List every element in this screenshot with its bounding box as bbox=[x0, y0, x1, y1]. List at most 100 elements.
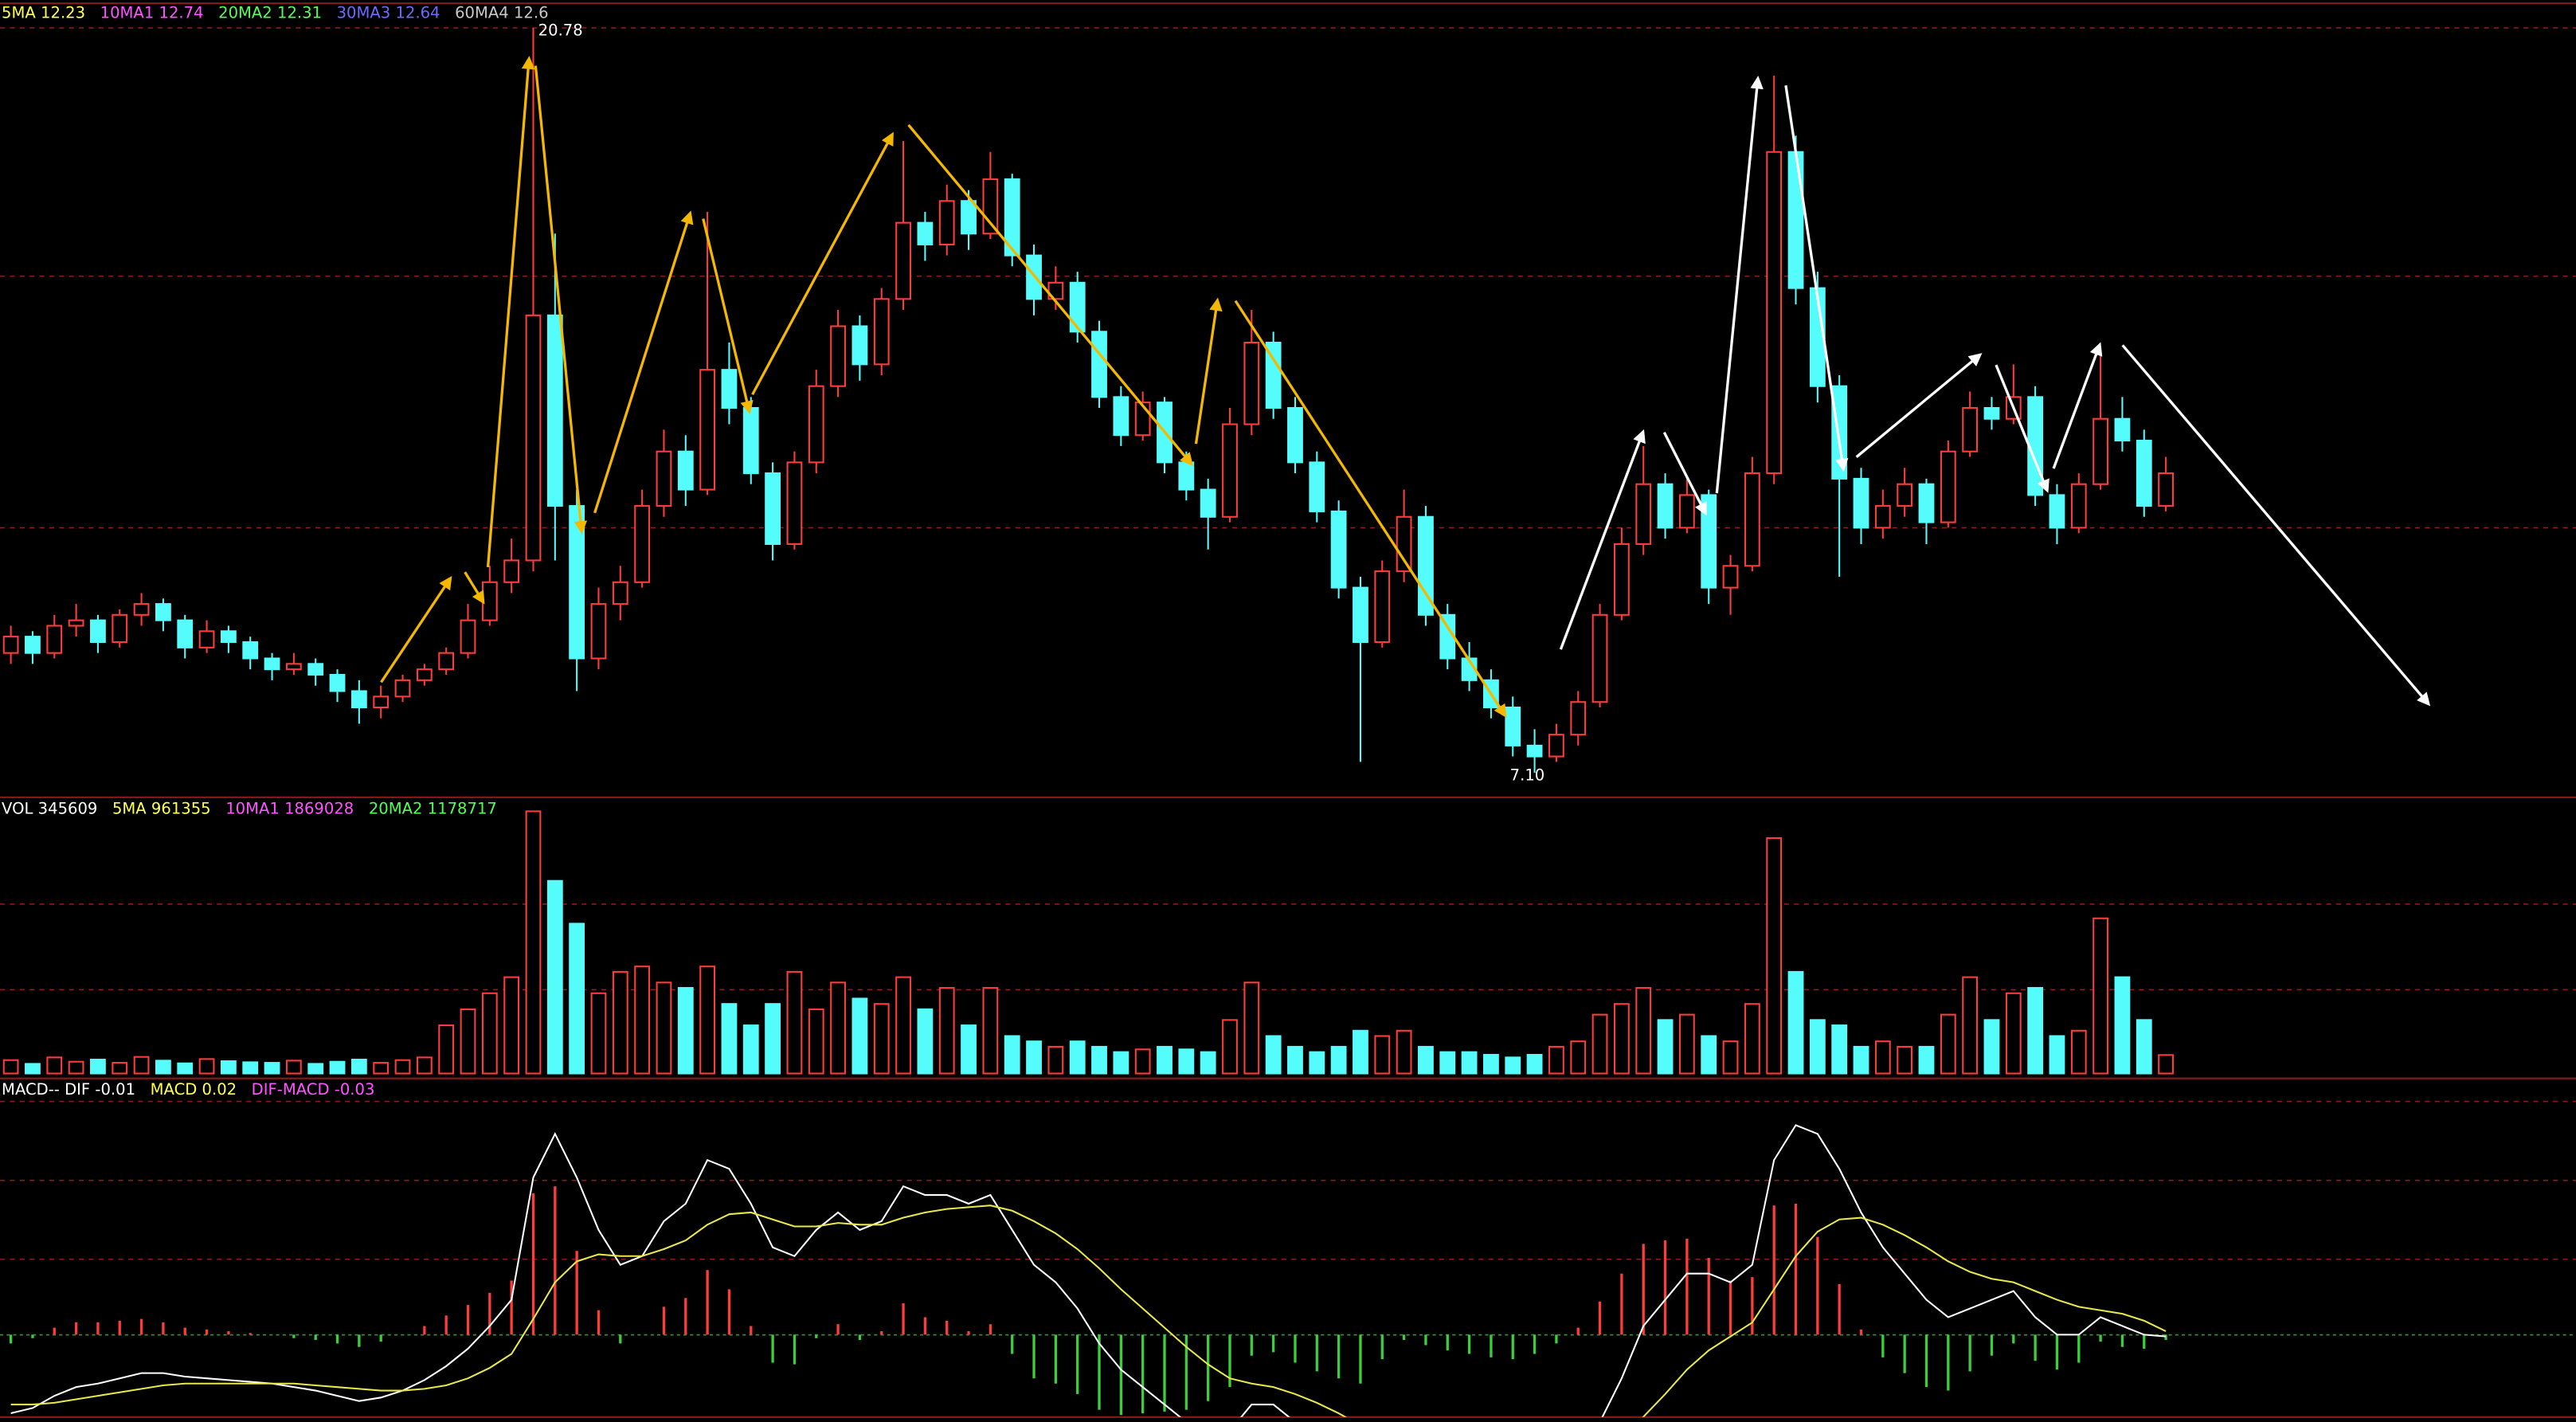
volume-bar bbox=[285, 1060, 302, 1075]
indicator-label: 30MA3 12.64 bbox=[337, 3, 440, 22]
candle-body bbox=[1374, 570, 1391, 644]
volume-bar bbox=[2136, 1019, 2152, 1075]
volume-bar bbox=[1701, 1035, 1717, 1075]
candle-body bbox=[1744, 472, 1760, 567]
volume-bar bbox=[1635, 987, 1652, 1075]
trend-arrow bbox=[1194, 297, 1223, 445]
candle-body bbox=[938, 200, 955, 245]
volume-bar bbox=[1809, 1019, 1826, 1075]
volume-bar bbox=[1897, 1045, 1913, 1075]
volume-bar bbox=[1200, 1051, 1216, 1075]
candle-body bbox=[1722, 565, 1739, 589]
indicator-name: DIF-MACD bbox=[252, 1080, 330, 1099]
candle-body bbox=[1265, 341, 1282, 409]
trend-arrow bbox=[907, 123, 1193, 467]
trend-arrow bbox=[2121, 344, 2431, 707]
volume-bar bbox=[1853, 1045, 1869, 1075]
candle-body bbox=[329, 673, 346, 692]
volume-bar bbox=[1962, 976, 1979, 1075]
volume-bar bbox=[1265, 1035, 1282, 1075]
indicator-label: 10MA1 12.74 bbox=[100, 3, 204, 22]
volume-bar bbox=[1983, 1019, 2000, 1075]
indicator-label: VOL 345609 bbox=[2, 799, 97, 817]
candle-body bbox=[1200, 488, 1216, 518]
candle-body bbox=[917, 221, 934, 245]
volume-bar bbox=[1178, 1048, 1195, 1075]
volume-bar bbox=[1353, 1029, 1368, 1075]
candle-body bbox=[1613, 543, 1630, 616]
candle-body bbox=[590, 603, 607, 660]
volume-bar bbox=[1047, 1045, 1064, 1075]
volume-bar bbox=[198, 1058, 215, 1075]
volume-bar bbox=[2049, 1035, 2065, 1075]
volume-bar bbox=[1157, 1045, 1173, 1075]
candle-body bbox=[961, 200, 977, 235]
volume-bar bbox=[2158, 1054, 2174, 1075]
volume-bar bbox=[1396, 1029, 1412, 1075]
candle-body bbox=[1526, 744, 1543, 758]
candle-body bbox=[1831, 385, 1848, 480]
volume-bar bbox=[634, 966, 651, 1075]
indicator-label: DIF-MACD -0.03 bbox=[252, 1080, 375, 1099]
candle-body bbox=[765, 472, 781, 545]
volume-bar bbox=[1505, 1056, 1521, 1075]
volume-bar bbox=[394, 1059, 411, 1075]
volume-bar bbox=[525, 810, 542, 1075]
candle-body bbox=[1222, 423, 1238, 518]
marks: 20.78 7.10 bbox=[2, 21, 2174, 1417]
volume-bar bbox=[2114, 976, 2131, 1075]
candle-body bbox=[198, 630, 215, 648]
volume-bar bbox=[895, 976, 911, 1075]
indicator-label: 5MA 961355 bbox=[112, 799, 211, 817]
indicator-value: 12.6 bbox=[514, 3, 549, 22]
volume-bar bbox=[460, 1008, 476, 1075]
indicator-label: MACD 0.02 bbox=[151, 1080, 237, 1099]
volume-bar bbox=[2, 1059, 19, 1075]
candle-body bbox=[112, 613, 128, 644]
candle-body bbox=[873, 298, 890, 366]
candle-body bbox=[786, 461, 803, 545]
volume-bar bbox=[1418, 1045, 1434, 1075]
volume-bar bbox=[786, 970, 803, 1075]
indicator-labels: 5MA 12.23 10MA1 12.74 20MA2 12.31 30MA3 12.… bbox=[2, 3, 548, 1099]
candle-body bbox=[285, 663, 302, 671]
candle-body bbox=[1983, 407, 2000, 420]
candle-body bbox=[634, 505, 651, 583]
trend-arrow bbox=[486, 56, 535, 568]
candle-body bbox=[2070, 483, 2087, 529]
volume-bar bbox=[1831, 1024, 1848, 1075]
volume-bar bbox=[1309, 1051, 1325, 1075]
volume-bar bbox=[264, 1062, 280, 1075]
volume-bar bbox=[721, 1003, 738, 1075]
volume-bar bbox=[1678, 1013, 1695, 1075]
candle-body bbox=[1287, 407, 1303, 464]
indicator-value: 1869028 bbox=[284, 799, 354, 817]
trend-arrow bbox=[1784, 85, 1849, 472]
candle-body bbox=[2158, 472, 2174, 507]
volume-bar bbox=[1091, 1045, 1107, 1075]
volume-bar bbox=[1461, 1051, 1478, 1075]
trend-arrow bbox=[2052, 342, 2103, 469]
candle-body bbox=[220, 630, 237, 644]
candle-body bbox=[569, 505, 585, 660]
indicator-name: VOL bbox=[2, 799, 33, 817]
candle-body bbox=[1505, 706, 1521, 746]
volume-bar bbox=[25, 1063, 41, 1075]
volume-bar bbox=[373, 1062, 390, 1075]
volume-bar bbox=[1243, 981, 1260, 1075]
volume-bar bbox=[481, 992, 498, 1075]
indicator-label: 5MA 12.23 bbox=[2, 3, 85, 22]
trend-arrow bbox=[751, 131, 894, 396]
candle-body bbox=[1874, 505, 1891, 529]
volume-bar bbox=[677, 987, 694, 1075]
volume-bar bbox=[851, 997, 868, 1075]
candle-body bbox=[656, 450, 672, 507]
candle-body bbox=[1548, 734, 1564, 758]
volume-bar bbox=[1591, 1013, 1608, 1075]
volume-bar bbox=[612, 970, 628, 1075]
volume-bar bbox=[1113, 1051, 1129, 1075]
candle-body bbox=[808, 385, 824, 464]
trend-arrow bbox=[1995, 364, 2049, 493]
